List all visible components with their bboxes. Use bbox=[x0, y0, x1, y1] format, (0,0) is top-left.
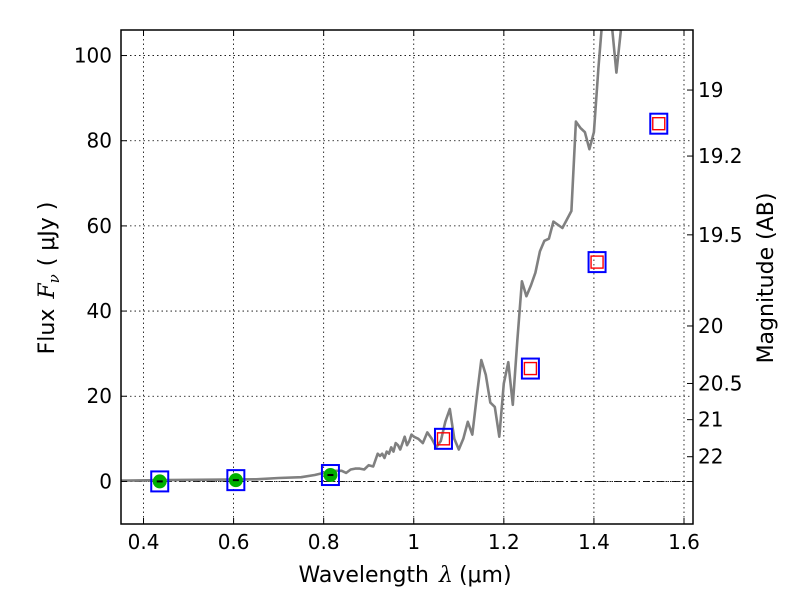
model-flux-square bbox=[433, 427, 453, 450]
predicted-flux-square bbox=[523, 361, 538, 376]
x-tick-label: 1.6 bbox=[668, 530, 700, 554]
x-tick-label: 1.4 bbox=[578, 530, 610, 554]
y2-axis-label: Magnitude (AB) bbox=[754, 193, 779, 364]
y-axis-label: FluxFν( μJy ) bbox=[35, 202, 63, 355]
photometry-points bbox=[150, 112, 669, 493]
y2-tick-label: 19 bbox=[698, 78, 723, 102]
x-tick-label: 1.2 bbox=[488, 530, 520, 554]
model-flux-square bbox=[520, 357, 540, 380]
y-tick-label: 60 bbox=[87, 214, 112, 238]
model-flux-square bbox=[226, 469, 246, 492]
model-flux-square bbox=[649, 112, 669, 135]
axis-ticks: 0.4 0.6 0.8 1 1.2 1.4 1.6 0 20 40 60 80 100 19 19.2 19.… bbox=[74, 30, 743, 554]
predicted-flux-square bbox=[652, 116, 666, 131]
photometry-point bbox=[320, 464, 340, 487]
y2-tick-label: 19.5 bbox=[698, 223, 743, 247]
photometry-point bbox=[433, 427, 453, 450]
photometry-point bbox=[520, 357, 540, 380]
model-flux-square bbox=[150, 470, 170, 493]
y2-tick-label: 19.2 bbox=[698, 144, 743, 168]
photometry-point bbox=[649, 112, 669, 135]
x-tick-label: 1 bbox=[407, 530, 420, 554]
photometry-point bbox=[587, 251, 607, 274]
y2-tick-label: 20 bbox=[698, 314, 723, 338]
y2-tick-label: 20.5 bbox=[698, 371, 743, 395]
model-flux-square bbox=[320, 464, 340, 487]
plot-frame bbox=[120, 29, 694, 525]
x-tick-label: 0.6 bbox=[218, 530, 250, 554]
y-tick-label: 40 bbox=[87, 299, 112, 323]
grid-lines bbox=[121, 30, 693, 524]
y-tick-label: 80 bbox=[87, 129, 112, 153]
x-tick-label: 0.8 bbox=[308, 530, 340, 554]
predicted-flux-square bbox=[590, 255, 604, 269]
photometry-point bbox=[150, 470, 170, 493]
y2-tick-label: 21 bbox=[698, 408, 723, 432]
photometry-point bbox=[226, 469, 246, 492]
plot-background bbox=[121, 30, 693, 524]
x-tick-label: 0.4 bbox=[128, 530, 160, 554]
x-axis-label: Wavelength λ (μm) bbox=[298, 563, 511, 588]
y2-tick-label: 22 bbox=[698, 445, 723, 469]
model-flux-square bbox=[587, 251, 607, 274]
predicted-flux-square bbox=[436, 432, 451, 446]
y-tick-label: 100 bbox=[74, 44, 112, 68]
y-tick-label: 0 bbox=[99, 469, 112, 493]
y-tick-label: 20 bbox=[87, 384, 112, 408]
